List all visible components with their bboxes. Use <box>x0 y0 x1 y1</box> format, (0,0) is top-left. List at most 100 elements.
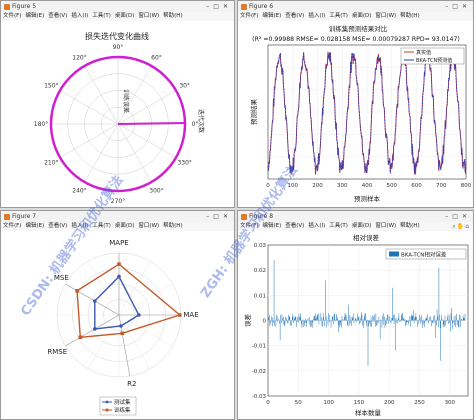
err-bar <box>342 319 344 321</box>
pan-icon[interactable]: ✋ <box>456 223 466 230</box>
menu-insert[interactable]: 插入(I) <box>308 223 326 229</box>
err-bar <box>374 314 375 321</box>
menu-tools[interactable]: 工具(T) <box>92 13 111 19</box>
figure7-window[interactable]: Figure 7 –□✕ 文件(F) 编辑(E) 查看(V) 插入(I) 工具(T) 桌面… <box>0 210 235 420</box>
home-icon[interactable]: ⌂ <box>465 223 470 230</box>
menu-edit[interactable]: 编辑(E) <box>262 13 282 19</box>
figure8-menubar[interactable]: 文件(F) 编辑(E) 查看(V) 插入(I) 工具(T) 桌面(D) 窗口(W) 帮助(H) <box>238 222 473 231</box>
err-bar <box>405 320 406 327</box>
err-bar <box>358 316 360 321</box>
err-bar <box>341 316 343 321</box>
figure6-titlebar[interactable]: Figure 6 –□✕ <box>238 1 473 12</box>
err-xtick: 250 <box>414 400 425 406</box>
err-bar <box>334 313 335 321</box>
menu-window[interactable]: 窗口(W) <box>375 223 397 229</box>
menu-file[interactable]: 文件(F) <box>240 223 259 229</box>
err-bar <box>428 316 430 321</box>
err-bar <box>419 314 420 321</box>
menu-desktop[interactable]: 桌面(D) <box>114 223 135 229</box>
figure8-toolbar[interactable]: ⌕✋⌂ <box>452 223 470 231</box>
radar-spoke <box>118 283 173 316</box>
err-bar <box>276 316 278 321</box>
err-bar <box>319 313 321 321</box>
err-bar <box>294 318 295 321</box>
figure8-title: Figure 8 <box>249 213 274 220</box>
err-bar <box>446 320 448 322</box>
menu-edit[interactable]: 编辑(E) <box>25 13 45 19</box>
zoom-icon[interactable]: ⌕ <box>452 223 457 230</box>
menu-file[interactable]: 文件(F) <box>240 13 259 19</box>
menu-view[interactable]: 查看(V) <box>48 223 68 229</box>
menu-desktop[interactable]: 桌面(D) <box>351 223 372 229</box>
menu-tools[interactable]: 工具(T) <box>92 223 111 229</box>
err-bar <box>355 318 356 321</box>
menu-view[interactable]: 查看(V) <box>285 223 305 229</box>
menu-tools[interactable]: 工具(T) <box>329 223 348 229</box>
err-bar <box>461 319 463 321</box>
err-bar <box>314 315 315 321</box>
err-bar <box>385 320 386 326</box>
menu-edit[interactable]: 编辑(E) <box>262 223 282 229</box>
menu-help[interactable]: 帮助(H) <box>400 13 420 19</box>
err-bar <box>284 320 286 325</box>
err-bar <box>431 320 433 324</box>
figure6-window[interactable]: Figure 6 –□✕ 文件(F) 编辑(E) 查看(V) 插入(I) 工具(T) 桌面… <box>237 0 474 208</box>
err-bar <box>457 320 458 322</box>
menu-help[interactable]: 帮助(H) <box>163 13 183 19</box>
menu-window[interactable]: 窗口(W) <box>138 13 160 19</box>
err-bar <box>388 320 389 324</box>
err-bar <box>318 313 319 321</box>
menu-file[interactable]: 文件(F) <box>3 13 22 19</box>
err-bar <box>433 316 434 321</box>
err-bar <box>316 317 317 321</box>
err-bar <box>380 319 381 321</box>
pred-xtick: 100 <box>288 183 299 189</box>
menu-insert[interactable]: 插入(I) <box>308 13 326 19</box>
figure8-window[interactable]: Figure 8 –□✕ 文件(F) 编辑(E) 查看(V) 插入(I) 工具(T) 桌面… <box>237 210 474 420</box>
menu-window[interactable]: 窗口(W) <box>138 223 160 229</box>
menu-insert[interactable]: 插入(I) <box>71 13 89 19</box>
menu-file[interactable]: 文件(F) <box>3 223 22 229</box>
figure6-menubar[interactable]: 文件(F) 编辑(E) 查看(V) 插入(I) 工具(T) 桌面(D) 窗口(W) 帮助(H) <box>238 12 473 21</box>
figure7-titlebar[interactable]: Figure 7 –□✕ <box>1 211 234 222</box>
figure5-titlebar[interactable]: Figure 5 –□✕ <box>1 1 234 12</box>
window-controls[interactable]: –□✕ <box>445 3 471 10</box>
menu-edit[interactable]: 编辑(E) <box>25 223 45 229</box>
err-bar <box>433 320 435 324</box>
figure7-menubar[interactable]: 文件(F) 编辑(E) 查看(V) 插入(I) 工具(T) 桌面(D) 窗口(W) 帮助(H) <box>1 222 234 231</box>
menu-tools[interactable]: 工具(T) <box>329 13 348 19</box>
err-bar <box>281 320 282 323</box>
menu-help[interactable]: 帮助(H) <box>400 223 420 229</box>
err-bar <box>459 314 460 321</box>
err-bar <box>359 320 361 324</box>
err-bar <box>397 320 398 324</box>
err-bar <box>378 316 380 321</box>
err-bar <box>401 315 402 321</box>
err-bar <box>436 309 438 321</box>
pred-xtick: 500 <box>387 183 398 189</box>
err-bar <box>402 317 404 321</box>
err-bar <box>296 320 297 328</box>
figure5-window[interactable]: Figure 5 –□✕ 文件(F) 编辑(E) 查看(V) 插入(I) 工具(T) 桌面… <box>0 0 235 208</box>
err-bar <box>430 320 432 322</box>
err-bar <box>410 315 412 321</box>
menu-desktop[interactable]: 桌面(D) <box>351 13 372 19</box>
err-bar <box>271 316 272 321</box>
window-controls[interactable]: –□✕ <box>206 3 232 10</box>
err-bar <box>342 319 343 321</box>
window-controls[interactable]: –□✕ <box>206 213 232 220</box>
menu-window[interactable]: 窗口(W) <box>375 13 397 19</box>
err-bar <box>376 320 378 326</box>
err-bar <box>341 320 342 328</box>
menu-desktop[interactable]: 桌面(D) <box>114 13 135 19</box>
radar-point <box>117 274 121 279</box>
menu-view[interactable]: 查看(V) <box>48 13 68 19</box>
err-bar <box>326 316 328 321</box>
menu-insert[interactable]: 插入(I) <box>71 223 89 229</box>
window-controls[interactable]: –□✕ <box>445 213 471 220</box>
figure5-menubar[interactable]: 文件(F) 编辑(E) 查看(V) 插入(I) 工具(T) 桌面(D) 窗口(W) 帮助(H) <box>1 12 234 21</box>
err-bar <box>425 316 427 321</box>
figure8-titlebar[interactable]: Figure 8 –□✕ <box>238 211 473 222</box>
menu-view[interactable]: 查看(V) <box>285 13 305 19</box>
menu-help[interactable]: 帮助(H) <box>163 223 183 229</box>
